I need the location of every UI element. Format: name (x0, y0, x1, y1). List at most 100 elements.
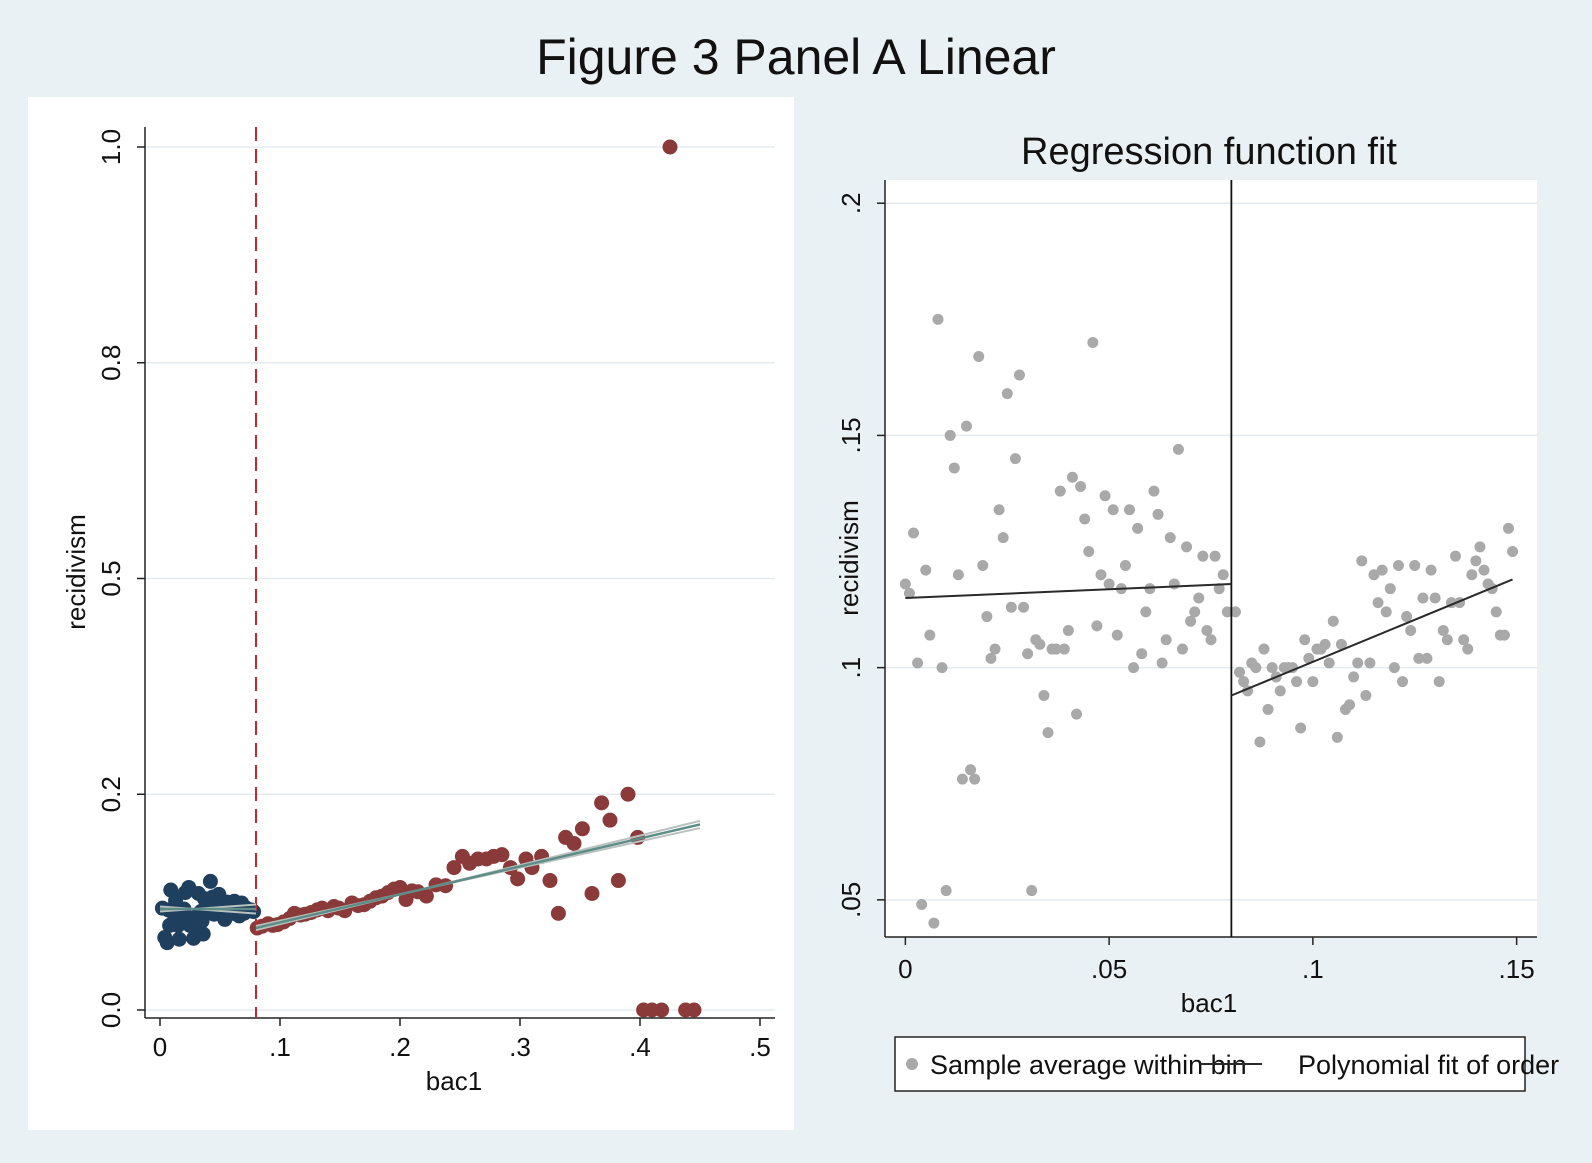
left-grid (145, 146, 775, 1011)
left-point-above-49 (584, 885, 600, 901)
right-binned-point-19 (977, 559, 989, 571)
left-point-below-2 (159, 935, 175, 951)
left-point-above-50 (594, 795, 610, 811)
right-x-tick-label-3: .15 (1499, 954, 1535, 984)
right-binned-point-80 (1229, 606, 1241, 618)
right-binned-point-91 (1274, 685, 1286, 697)
right-binned-point-30 (1022, 648, 1034, 660)
right-binned-point-27 (1009, 453, 1021, 465)
right-binned-point-74 (1201, 624, 1213, 636)
left-axes: 0.0 0.2 0.5 0.8 1.0 0 .1 .2 .3 .4 .5 (96, 127, 775, 1062)
left-fit-above (255, 823, 701, 930)
legend: Sample average within bin Polynomial fit… (894, 1036, 1559, 1092)
right-binned-point-23 (993, 504, 1005, 516)
right-binned-point-13 (952, 569, 964, 581)
left-point-above-29 (418, 888, 434, 904)
right-binned-point-114 (1368, 569, 1380, 581)
right-binned-point-106 (1335, 638, 1347, 650)
right-points (899, 313, 1519, 929)
right-binned-point-78 (1217, 569, 1229, 581)
right-binned-point-131 (1437, 624, 1449, 636)
right-binned-point-125 (1413, 652, 1425, 664)
left-point-below-24 (195, 926, 211, 942)
right-binned-point-70 (1185, 615, 1197, 627)
legend-marker-binned (906, 1058, 918, 1070)
right-binned-point-6 (924, 629, 936, 641)
right-binned-point-67 (1172, 443, 1184, 455)
right-binned-point-8 (932, 313, 944, 325)
right-y-axis-label: recidivism (834, 500, 864, 616)
right-binned-point-2 (908, 527, 920, 539)
right-binned-point-50 (1103, 578, 1115, 590)
right-binned-point-15 (961, 420, 972, 432)
right-binned-point-57 (1132, 522, 1144, 534)
right-binned-point-146 (1498, 629, 1510, 641)
right-binned-point-65 (1164, 532, 1176, 544)
left-point-above-32 (446, 860, 462, 876)
right-binned-point-49 (1099, 490, 1111, 502)
right-binned-point-7 (928, 917, 940, 929)
right-binned-point-56 (1128, 662, 1140, 674)
left-point-above-38 (494, 847, 510, 863)
right-binned-point-108 (1344, 699, 1356, 711)
legend-entry-fit: Polynomial fit of order (1298, 1050, 1559, 1080)
right-y-tick-label-0: .05 (836, 882, 866, 918)
right-binned-point-115 (1372, 597, 1384, 609)
right-binned-point-41 (1066, 471, 1078, 483)
right-binned-point-9 (936, 662, 948, 674)
right-binned-point-121 (1397, 676, 1409, 688)
right-binned-point-51 (1107, 504, 1119, 516)
right-binned-point-14 (956, 773, 968, 785)
right-y-tick-label-3: .2 (836, 192, 866, 214)
right-x-tick-label-0: 0 (898, 954, 912, 984)
left-point-above-52 (610, 873, 626, 889)
right-binned-point-126 (1417, 592, 1429, 604)
right-binned-point-148 (1507, 546, 1519, 558)
right-binned-point-132 (1441, 634, 1453, 646)
left-y-tick-label-4: 1.0 (96, 129, 126, 165)
right-binned-point-33 (1034, 638, 1046, 650)
right-binned-point-86 (1254, 736, 1266, 748)
right-binned-point-116 (1376, 564, 1388, 576)
left-point-above-48 (574, 821, 590, 837)
left-fits (159, 127, 701, 1018)
right-binned-point-98 (1303, 652, 1315, 664)
left-y-tick-label-1: 0.2 (96, 776, 126, 812)
right-binned-point-79 (1221, 606, 1233, 618)
right-binned-point-26 (1005, 601, 1017, 613)
right-binned-point-88 (1262, 703, 1274, 715)
right-binned-point-69 (1181, 541, 1193, 553)
right-binned-point-123 (1405, 624, 1417, 636)
right-binned-point-117 (1380, 606, 1392, 618)
left-point-above-51 (602, 812, 618, 828)
right-binned-point-104 (1327, 615, 1339, 627)
right-binned-point-10 (940, 885, 952, 897)
right-binned-point-118 (1384, 583, 1396, 595)
right-binned-point-89 (1266, 662, 1278, 674)
right-binned-point-87 (1258, 643, 1270, 655)
right-binned-point-66 (1168, 578, 1180, 590)
right-binned-point-25 (1001, 388, 1013, 400)
left-x-tick-label-0: 0 (153, 1032, 167, 1062)
right-binned-point-16 (965, 764, 977, 776)
left-point-below-10 (171, 931, 187, 947)
right-binned-point-82 (1238, 676, 1250, 688)
right-binned-point-128 (1425, 564, 1437, 576)
right-binned-point-72 (1193, 592, 1205, 604)
right-binned-point-21 (985, 652, 997, 664)
right-binned-point-62 (1152, 508, 1164, 520)
right-y-tick-label-1: .1 (836, 657, 866, 679)
right-panel: Regression function fit .05 .1 .15 .2 0 .05 .1… (834, 131, 1559, 1092)
right-binned-point-12 (948, 462, 960, 474)
right-binned-point-20 (981, 611, 993, 623)
left-point-below-49 (246, 904, 262, 920)
right-binned-point-75 (1205, 634, 1217, 646)
right-binned-point-127 (1421, 652, 1433, 664)
right-binned-point-81 (1234, 666, 1246, 678)
right-binned-point-22 (989, 643, 1001, 655)
right-binned-point-46 (1087, 337, 1099, 349)
right-binned-point-76 (1209, 550, 1221, 562)
right-binned-point-31 (1026, 885, 1038, 897)
